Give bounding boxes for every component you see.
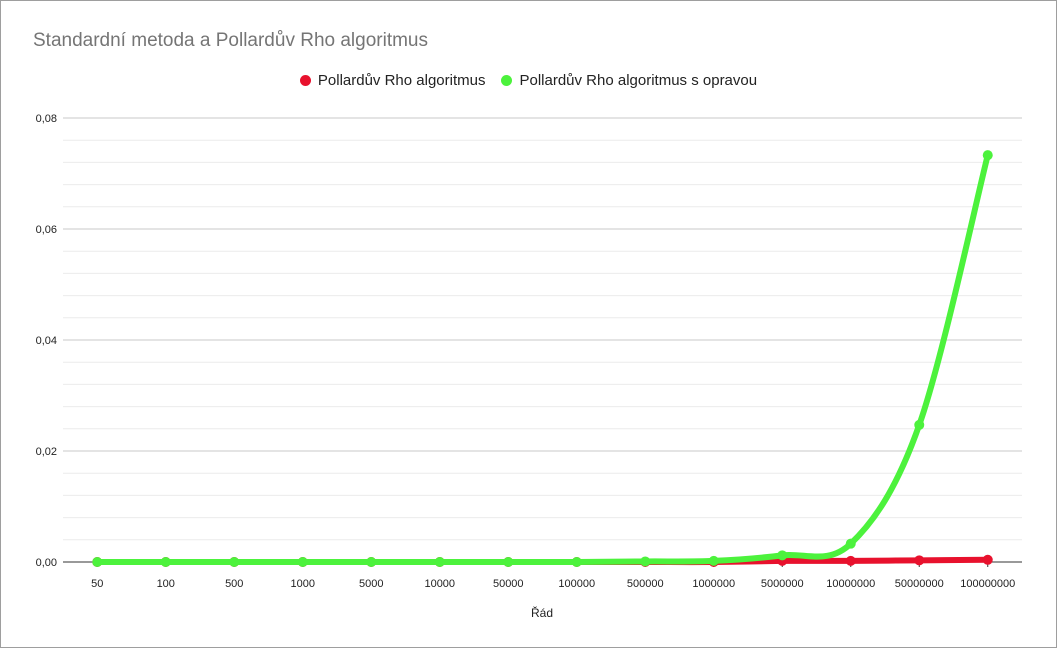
legend-label-series-1: Pollardův Rho algoritmus	[317, 72, 486, 89]
data-point-series-2	[914, 419, 925, 430]
data-point-series-1	[914, 555, 925, 566]
data-point-series-1	[845, 555, 856, 566]
data-point-series-2	[777, 550, 788, 561]
data-point-series-2	[982, 150, 993, 161]
legend-label-series-2: Pollardův Rho algoritmus s opravou	[519, 72, 758, 89]
x-tick-label: 5000000	[761, 578, 804, 590]
y-tick-label: 0,00	[36, 557, 57, 569]
y-tick-label: 0,08	[36, 113, 57, 125]
data-point-series-2	[434, 557, 445, 567]
x-tick-label: 500	[225, 578, 243, 590]
legend-item-series-1[interactable]: Pollardův Rho algoritmus	[299, 72, 486, 89]
data-point-series-2	[640, 556, 651, 567]
x-tick-label: 50000	[493, 578, 524, 590]
series-line-2	[94, 152, 991, 566]
x-tick-label: 10000000	[826, 578, 875, 590]
x-tick-label: 1000000	[692, 578, 735, 590]
chart-title: Standardní metoda a Pollardův Rho algori…	[33, 30, 429, 51]
legend-marker-series-1	[299, 75, 311, 86]
x-tick-label: 100	[157, 578, 175, 590]
legend-marker-series-2	[501, 75, 513, 86]
data-point-series-1	[982, 554, 993, 565]
data-point-series-2	[503, 557, 514, 567]
y-tick-label: 0,06	[36, 224, 57, 236]
data-point-series-2	[92, 557, 103, 567]
data-point-series-2	[366, 557, 377, 567]
x-tick-label: 10000	[424, 578, 455, 590]
x-axis-label: Řád	[531, 605, 553, 620]
legend-item-series-2[interactable]: Pollardův Rho algoritmus s opravou	[501, 72, 757, 89]
x-tick-label: 50	[91, 578, 103, 590]
y-tick-label: 0,02	[36, 446, 57, 458]
x-tick-label: 1000	[291, 578, 315, 590]
data-point-series-2	[571, 557, 582, 567]
data-point-series-2	[297, 557, 308, 567]
legend: Pollardův Rho algoritmus Pollardův Rho a…	[0, 72, 1057, 89]
y-tick-label: 0,04	[36, 335, 57, 347]
x-tick-label: 500000	[627, 578, 664, 590]
x-tick-label: 50000000	[895, 578, 944, 590]
data-point-series-2	[708, 555, 719, 566]
data-point-series-2	[160, 557, 171, 567]
x-tick-label: 100000000	[960, 578, 1015, 590]
data-point-series-2	[229, 557, 240, 567]
x-tick-label: 100000	[558, 578, 595, 590]
x-tick-label: 5000	[359, 578, 383, 590]
data-point-series-2	[845, 538, 856, 549]
